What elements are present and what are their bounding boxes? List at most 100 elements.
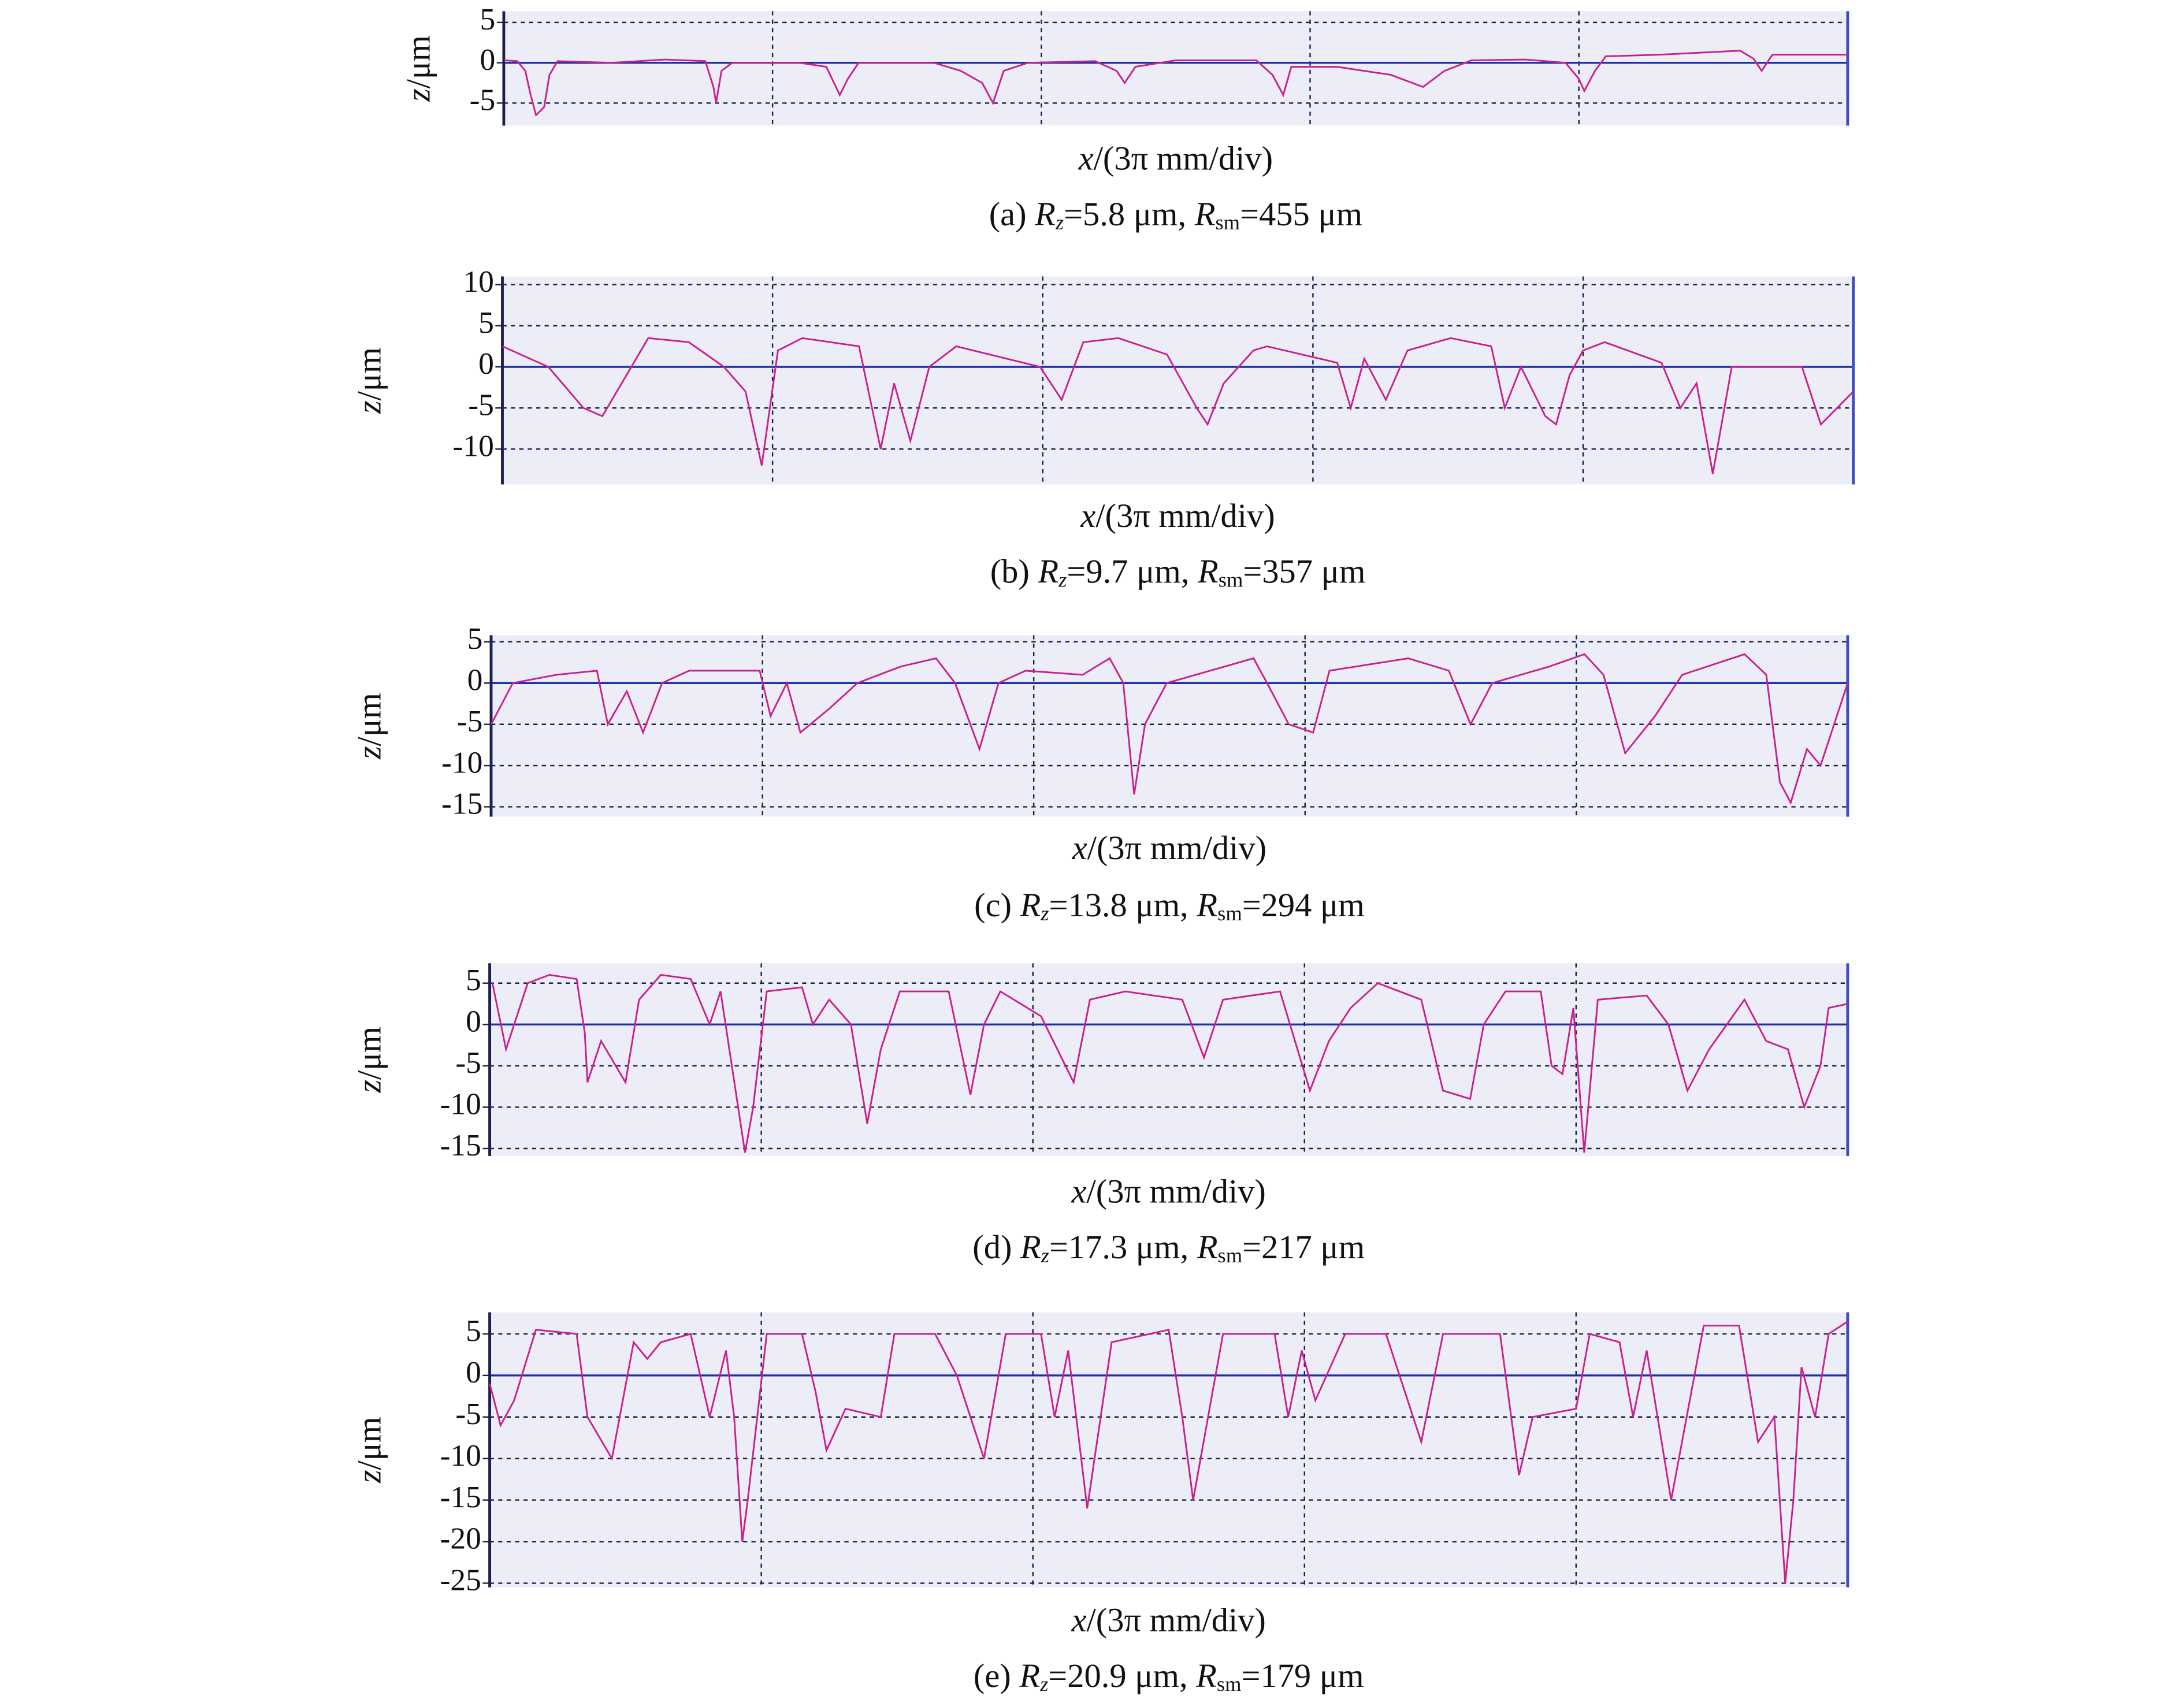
profile-line xyxy=(490,653,1849,805)
caption-part: (b) xyxy=(990,553,1038,590)
y-label-part: z xyxy=(351,746,388,760)
y-tick-label: -10 xyxy=(440,1438,481,1473)
caption-part: z xyxy=(1041,1244,1049,1268)
caption-part: =9.7 μm, xyxy=(1067,553,1198,590)
y-tick-label: 5 xyxy=(466,1313,481,1348)
profile-line xyxy=(489,1321,1848,1584)
y-tick-label: -5 xyxy=(468,388,494,422)
x-label-part: /(3π mm/div) xyxy=(1087,1173,1266,1210)
caption-part: =179 μm xyxy=(1242,1657,1364,1695)
caption-part: R xyxy=(1197,1229,1218,1266)
y-tick-label: -15 xyxy=(440,1480,481,1514)
caption-part: =20.9 μm, xyxy=(1048,1657,1196,1695)
caption-part: sm xyxy=(1217,1673,1242,1696)
caption-part: (e) xyxy=(974,1657,1019,1695)
caption-part: =455 μm xyxy=(1240,195,1362,233)
y-axis-label: z/μm xyxy=(351,1027,388,1094)
y-tick-label: 5 xyxy=(480,2,496,36)
caption-part: (a) xyxy=(989,195,1035,233)
y-tick-label: 0 xyxy=(466,1004,481,1039)
caption-part: =357 μm xyxy=(1243,553,1365,590)
x-label-part: x xyxy=(1071,1173,1087,1210)
plot-background xyxy=(489,963,1848,1156)
x-label-part: x xyxy=(1080,497,1095,534)
caption-part: R xyxy=(1020,1229,1041,1266)
x-label-part: x xyxy=(1078,140,1094,177)
caption-part: sm xyxy=(1219,568,1243,592)
y-tick-label: -5 xyxy=(455,1045,481,1080)
y-tick-label: 5 xyxy=(467,621,483,656)
y-label-part: z xyxy=(351,400,388,414)
plot-background xyxy=(491,635,1848,817)
y-label-part: z xyxy=(351,1080,388,1094)
y-tick-label: -10 xyxy=(440,1087,481,1121)
caption-part: sm xyxy=(1215,211,1240,234)
y-tick-label: 0 xyxy=(478,346,494,381)
caption-part: z xyxy=(1040,902,1049,926)
caption-part: R xyxy=(1195,1657,1217,1695)
caption: (d) Rz=17.3 μm, Rsm=217 μm xyxy=(972,1229,1365,1268)
y-label-part: /μm xyxy=(351,1027,388,1080)
caption-part: =294 μm xyxy=(1242,887,1365,924)
caption: (c) Rz=13.8 μm, Rsm=294 μm xyxy=(974,887,1365,926)
x-label-part: x xyxy=(1071,1601,1087,1639)
y-tick-label: 5 xyxy=(466,962,481,997)
plot-background xyxy=(503,11,1848,126)
caption-part: z xyxy=(1058,568,1067,592)
x-label-part: /(3π mm/div) xyxy=(1087,830,1266,867)
y-label-part: /μm xyxy=(400,35,437,88)
x-axis-label: x/(3π mm/div) xyxy=(1071,1601,1266,1639)
y-label-part: z xyxy=(400,88,437,102)
y-tick-label: -5 xyxy=(457,704,483,738)
caption-part: R xyxy=(1037,553,1058,590)
profile-line xyxy=(502,337,1854,474)
plot-background xyxy=(502,276,1854,485)
caption-part: R xyxy=(1020,887,1041,924)
y-axis-label: z/μm xyxy=(351,1417,388,1484)
y-tick-label: 10 xyxy=(463,264,494,299)
x-axis-label: x/(3π mm/div) xyxy=(1072,830,1266,867)
x-axis-label: x/(3π mm/div) xyxy=(1080,497,1275,534)
caption-part: R xyxy=(1194,195,1216,233)
y-tick-label: -10 xyxy=(441,745,482,780)
y-tick-label: -10 xyxy=(452,429,493,463)
y-axis-label: z/μm xyxy=(400,35,437,102)
profile-line xyxy=(503,50,1848,117)
y-tick-label: 0 xyxy=(480,42,496,77)
y-label-part: /μm xyxy=(351,1417,388,1470)
x-label-part: /(3π mm/div) xyxy=(1094,140,1273,177)
caption-part: (c) xyxy=(974,887,1020,924)
y-tick-label: -15 xyxy=(441,786,482,821)
caption-part: R xyxy=(1196,887,1217,924)
y-label-part: /μm xyxy=(351,693,388,746)
caption-part: sm xyxy=(1217,902,1242,926)
profile-line xyxy=(491,973,1848,1153)
plot-background xyxy=(489,1312,1848,1588)
caption-part: sm xyxy=(1218,1244,1243,1268)
caption-part: R xyxy=(1197,553,1219,590)
y-label-part: z xyxy=(351,1470,388,1484)
x-axis-label: x/(3π mm/div) xyxy=(1071,1173,1266,1210)
y-axis-label: z/μm xyxy=(351,693,388,760)
y-label-part: /μm xyxy=(351,347,388,400)
y-tick-label: 0 xyxy=(467,663,483,697)
caption: (b) Rz=9.7 μm, Rsm=357 μm xyxy=(990,553,1366,592)
x-label-part: /(3π mm/div) xyxy=(1087,1601,1266,1639)
caption-part: (d) xyxy=(972,1229,1020,1266)
x-label-part: x xyxy=(1072,830,1087,867)
caption-part: R xyxy=(1034,195,1056,233)
caption-part: =217 μm xyxy=(1242,1229,1365,1266)
caption-part: =13.8 μm, xyxy=(1049,887,1197,924)
caption: (a) Rz=5.8 μm, Rsm=455 μm xyxy=(989,195,1362,234)
y-tick-label: 5 xyxy=(478,305,494,340)
caption-part: =5.8 μm, xyxy=(1064,195,1195,233)
caption-part: =17.3 μm, xyxy=(1049,1229,1197,1266)
y-tick-label: -5 xyxy=(455,1396,481,1431)
caption: (e) Rz=20.9 μm, Rsm=179 μm xyxy=(974,1657,1364,1696)
